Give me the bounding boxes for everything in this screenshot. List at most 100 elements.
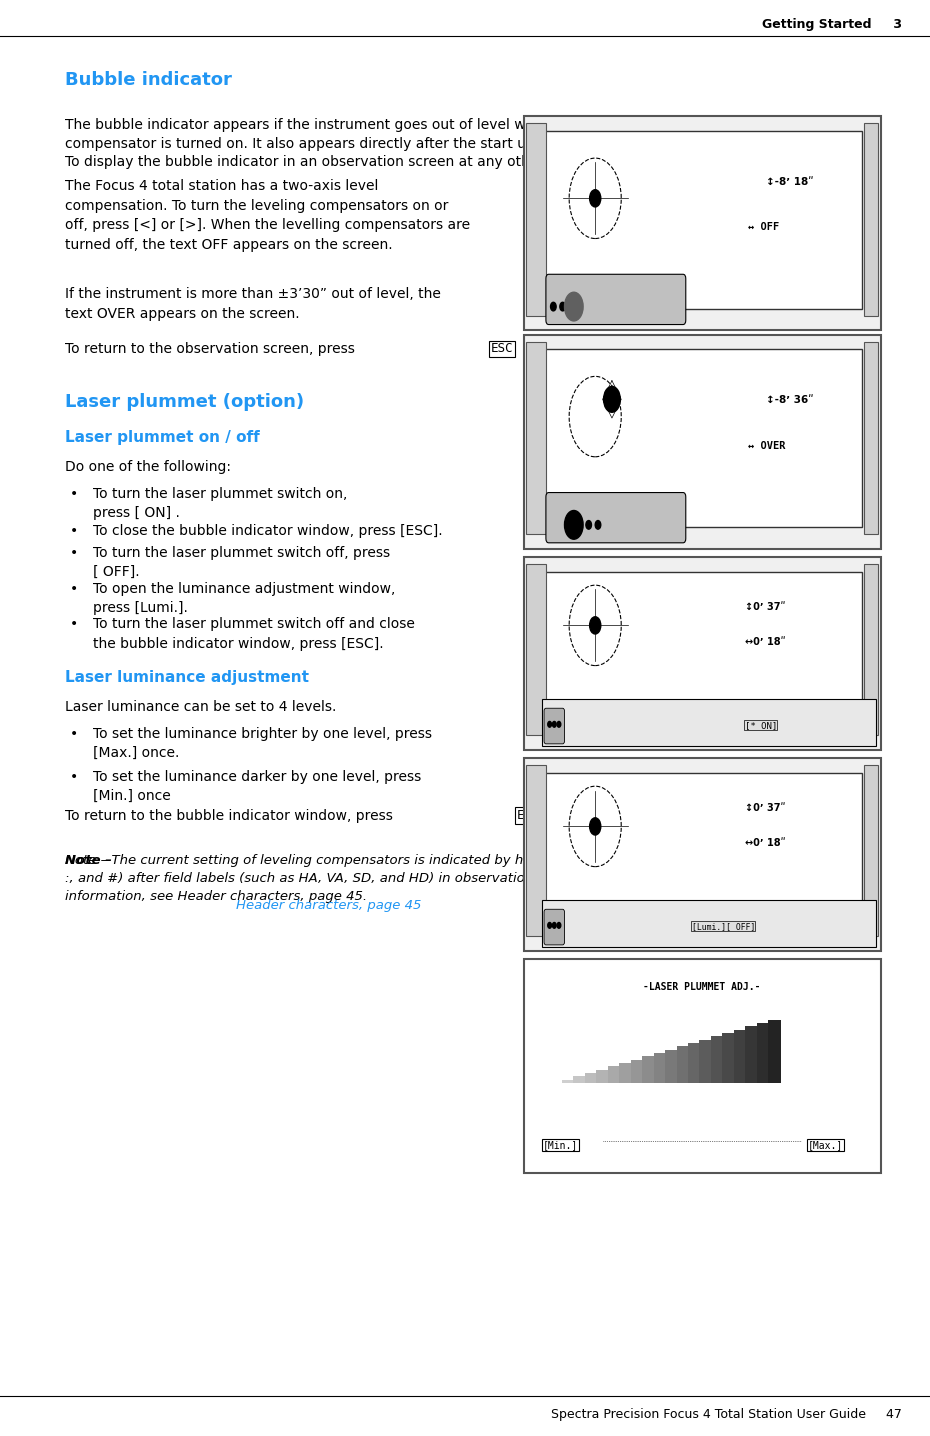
- FancyBboxPatch shape: [619, 1063, 631, 1083]
- FancyBboxPatch shape: [533, 572, 862, 728]
- FancyBboxPatch shape: [524, 335, 881, 549]
- Circle shape: [590, 190, 601, 207]
- Text: [Min.]: [Min.]: [543, 1140, 578, 1150]
- FancyBboxPatch shape: [863, 342, 878, 534]
- Text: -LASER PLUMMET ADJ.-: -LASER PLUMMET ADJ.-: [644, 982, 761, 992]
- Text: [Lumi.][ OFF]: [Lumi.][ OFF]: [692, 922, 755, 931]
- Circle shape: [586, 521, 591, 530]
- Circle shape: [552, 922, 556, 928]
- Text: To open the luminance adjustment window,
press [Lumi.].: To open the luminance adjustment window,…: [93, 582, 395, 615]
- Text: •: •: [70, 524, 78, 538]
- Circle shape: [569, 303, 575, 312]
- Text: Header characters, page 45: Header characters, page 45: [236, 899, 421, 912]
- FancyBboxPatch shape: [863, 765, 878, 936]
- FancyBboxPatch shape: [544, 708, 565, 744]
- FancyBboxPatch shape: [525, 123, 546, 316]
- FancyBboxPatch shape: [699, 1040, 711, 1083]
- Text: ↕-8ʼ 18ʺ: ↕-8ʼ 18ʺ: [765, 177, 814, 187]
- Text: Laser luminance adjustment: Laser luminance adjustment: [65, 671, 309, 685]
- Circle shape: [557, 721, 561, 727]
- FancyBboxPatch shape: [688, 1043, 700, 1083]
- Text: Laser plummet on / off: Laser plummet on / off: [65, 431, 259, 445]
- Text: Note – The current setting of leveling compensators is indicated by header chara: Note – The current setting of leveling c…: [65, 854, 674, 903]
- Text: •: •: [70, 487, 78, 501]
- FancyBboxPatch shape: [607, 1066, 620, 1083]
- FancyBboxPatch shape: [631, 1060, 643, 1083]
- FancyBboxPatch shape: [654, 1053, 666, 1083]
- Text: The Focus 4 total station has a two-axis level
compensation. To turn the levelin: The Focus 4 total station has a two-axis…: [65, 180, 471, 251]
- Text: To return to the bubble indicator window, press: To return to the bubble indicator window…: [65, 808, 393, 823]
- FancyBboxPatch shape: [524, 959, 881, 1173]
- FancyBboxPatch shape: [746, 1027, 758, 1083]
- Circle shape: [590, 617, 601, 635]
- Circle shape: [548, 922, 551, 928]
- Text: To turn the laser plummet switch off, press
[ OFF].: To turn the laser plummet switch off, pr…: [93, 546, 390, 579]
- FancyBboxPatch shape: [573, 1076, 586, 1083]
- Text: Do one of the following:: Do one of the following:: [65, 460, 231, 474]
- FancyBboxPatch shape: [525, 342, 546, 534]
- FancyBboxPatch shape: [533, 349, 862, 527]
- FancyBboxPatch shape: [562, 1080, 574, 1083]
- Circle shape: [560, 303, 565, 312]
- FancyBboxPatch shape: [524, 116, 881, 330]
- FancyBboxPatch shape: [544, 909, 565, 945]
- Text: Spectra Precision Focus 4 Total Station User Guide     47: Spectra Precision Focus 4 Total Station …: [551, 1407, 902, 1422]
- Text: To turn the laser plummet switch off and close
the bubble indicator window, pres: To turn the laser plummet switch off and…: [93, 617, 415, 651]
- FancyBboxPatch shape: [596, 1070, 608, 1083]
- FancyBboxPatch shape: [524, 557, 881, 750]
- Text: Laser luminance can be set to 4 levels.: Laser luminance can be set to 4 levels.: [65, 699, 337, 714]
- Text: [Max.]: [Max.]: [808, 1140, 844, 1150]
- Text: ESC: ESC: [517, 808, 539, 823]
- Text: •: •: [70, 770, 78, 784]
- Circle shape: [590, 817, 601, 834]
- FancyBboxPatch shape: [585, 1073, 597, 1083]
- FancyBboxPatch shape: [723, 1032, 735, 1083]
- Circle shape: [565, 293, 583, 320]
- Circle shape: [565, 511, 583, 540]
- Text: •: •: [70, 582, 78, 596]
- FancyBboxPatch shape: [524, 758, 881, 951]
- Text: •: •: [70, 617, 78, 632]
- Text: ENT: ENT: [558, 342, 580, 356]
- Text: •: •: [70, 727, 78, 741]
- Text: The bubble indicator appears if the instrument goes out of level while the
compe: The bubble indicator appears if the inst…: [65, 118, 590, 151]
- FancyBboxPatch shape: [757, 1022, 769, 1083]
- Text: Laser plummet (option): Laser plummet (option): [65, 393, 304, 411]
- FancyBboxPatch shape: [546, 493, 685, 543]
- FancyBboxPatch shape: [533, 773, 862, 929]
- Text: •: •: [70, 546, 78, 560]
- FancyBboxPatch shape: [542, 900, 876, 948]
- Text: To return to the observation screen, press: To return to the observation screen, pre…: [65, 342, 355, 356]
- Circle shape: [595, 521, 601, 530]
- FancyBboxPatch shape: [525, 765, 546, 936]
- Text: or: or: [562, 808, 580, 823]
- FancyBboxPatch shape: [542, 699, 876, 747]
- Text: [* ON]: [* ON]: [745, 721, 777, 729]
- Text: ENT: ENT: [584, 808, 606, 823]
- Circle shape: [548, 721, 551, 727]
- FancyBboxPatch shape: [863, 564, 878, 735]
- Text: .: .: [842, 155, 846, 169]
- FancyBboxPatch shape: [546, 274, 685, 325]
- FancyBboxPatch shape: [642, 1057, 655, 1083]
- Text: ESC: ESC: [491, 342, 513, 356]
- Text: Bubble indicator: Bubble indicator: [65, 72, 232, 89]
- Text: ↔0ʼ 18ʺ: ↔0ʼ 18ʺ: [745, 839, 785, 849]
- Text: ↔ OVER: ↔ OVER: [748, 441, 786, 451]
- Text: ↕-8ʼ 36ʺ: ↕-8ʼ 36ʺ: [765, 395, 814, 405]
- Text: Note –: Note –: [65, 854, 112, 867]
- Text: ↕0ʼ 37ʺ: ↕0ʼ 37ʺ: [745, 803, 785, 813]
- Text: To close the bubble indicator window, press [ESC].: To close the bubble indicator window, pr…: [93, 524, 443, 538]
- Circle shape: [604, 386, 620, 412]
- Circle shape: [551, 303, 556, 312]
- FancyBboxPatch shape: [533, 131, 862, 309]
- Text: .: .: [600, 342, 604, 356]
- Circle shape: [557, 922, 561, 928]
- Text: ⎕: ⎕: [807, 155, 815, 169]
- Text: To turn the laser plummet switch on,
press [ ON] .: To turn the laser plummet switch on, pre…: [93, 487, 348, 520]
- FancyBboxPatch shape: [676, 1047, 689, 1083]
- Circle shape: [552, 721, 556, 727]
- FancyBboxPatch shape: [863, 123, 878, 316]
- Text: If the instrument is more than ±3’30” out of level, the
text OVER appears on the: If the instrument is more than ±3’30” ou…: [65, 287, 441, 320]
- FancyBboxPatch shape: [734, 1030, 747, 1083]
